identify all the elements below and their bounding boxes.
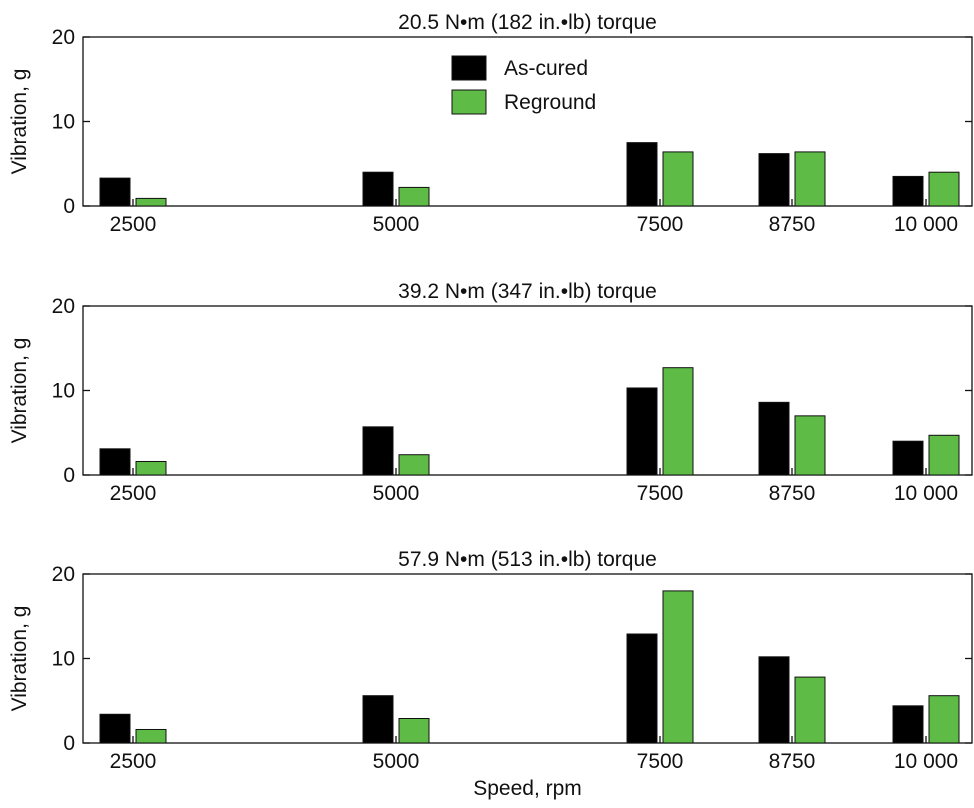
y-tick-label: 10 [52, 380, 75, 403]
x-tick-label: 7500 [637, 750, 684, 773]
reground-bar [398, 717, 430, 744]
as-cured-bar [626, 633, 658, 744]
y-tick-label: 10 [52, 111, 75, 134]
as-cured-bar [758, 401, 790, 476]
reground-bar [398, 454, 430, 476]
x-tick-label: 2500 [110, 482, 157, 505]
as-cured-bar [758, 153, 790, 207]
x-tick-label: 2500 [110, 213, 157, 236]
reground-bar [135, 197, 167, 207]
chart-panel-3: 57.9 N•m (513 in.•lb) torque 0 10 20 Vibrati… [8, 548, 973, 800]
reground-bar [135, 460, 167, 476]
y-tick-label: 0 [63, 195, 75, 218]
x-tick-label: 10 000 [894, 213, 958, 236]
x-tick-label: 5000 [373, 482, 420, 505]
reground-bar [662, 151, 694, 207]
x-axis-label: Speed, rpm [473, 777, 582, 800]
y-axis-label: Vibration, g [8, 606, 31, 712]
reground-bar [662, 590, 694, 744]
x-tick-label: 7500 [637, 213, 684, 236]
reground-bar [662, 367, 694, 476]
as-cured-bar [362, 695, 394, 744]
x-tick-label: 5000 [373, 213, 420, 236]
reground-bar [794, 676, 826, 744]
legend-swatch [451, 55, 487, 81]
x-tick-label: 8750 [769, 750, 816, 773]
as-cured-bar [362, 171, 394, 207]
x-tick-label: 10 000 [894, 750, 958, 773]
as-cured-bar [758, 656, 790, 744]
y-axis-label: Vibration, g [8, 338, 31, 444]
as-cured-bar [99, 177, 131, 207]
reground-bar [794, 151, 826, 207]
y-tick-label: 20 [52, 295, 75, 318]
y-tick-label: 20 [52, 26, 75, 49]
as-cured-bar [626, 387, 658, 476]
plot-frame [82, 305, 973, 476]
y-tick-label: 0 [63, 464, 75, 487]
x-tick-label: 8750 [769, 482, 816, 505]
chart-title: 57.9 N•m (513 in.•lb) torque [398, 548, 657, 571]
reground-bar [794, 415, 826, 476]
chart-title: 20.5 N•m (182 in.•lb) torque [398, 11, 657, 34]
chart-title: 39.2 N•m (347 in.•lb) torque [398, 280, 657, 303]
legend-swatch [451, 89, 487, 115]
chart-panel-2: 39.2 N•m (347 in.•lb) torque 0 10 20 Vibrati… [8, 280, 973, 505]
as-cured-bar [362, 426, 394, 476]
as-cured-bar [626, 142, 658, 207]
x-tick-label: 2500 [110, 750, 157, 773]
legend: As-cured Reground [451, 55, 596, 115]
y-tick-label: 10 [52, 648, 75, 671]
as-cured-bar [99, 713, 131, 744]
x-tick-label: 10 000 [894, 482, 958, 505]
reground-bar [928, 171, 960, 207]
reground-bar [928, 434, 960, 476]
as-cured-bar [892, 175, 924, 207]
y-tick-label: 0 [63, 732, 75, 755]
legend-label: Reground [504, 91, 596, 114]
as-cured-bar [892, 440, 924, 476]
x-tick-label: 5000 [373, 750, 420, 773]
x-tick-label: 7500 [637, 482, 684, 505]
plot-frame [82, 573, 973, 744]
reground-bar [928, 695, 960, 744]
y-axis-label: Vibration, g [8, 69, 31, 175]
chart-panel-1: 20.5 N•m (182 in.•lb) torque 0 10 20 Vibrati… [8, 11, 973, 236]
x-tick-label: 8750 [769, 213, 816, 236]
as-cured-bar [99, 448, 131, 476]
reground-bar [398, 186, 430, 207]
y-tick-label: 20 [52, 563, 75, 586]
legend-label: As-cured [504, 57, 588, 80]
reground-bar [135, 728, 167, 744]
as-cured-bar [892, 705, 924, 744]
